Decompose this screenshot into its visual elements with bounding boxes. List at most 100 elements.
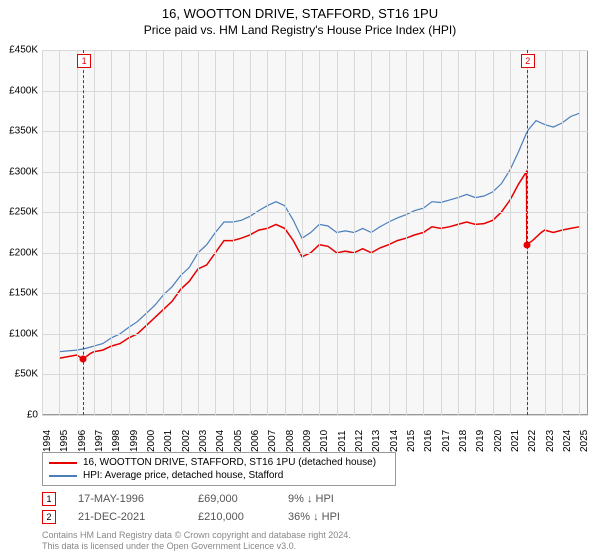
x-tick-label: 2009 (302, 430, 313, 452)
row-marker: 2 (42, 510, 56, 524)
y-gridline (42, 253, 588, 254)
marker-point (80, 356, 87, 363)
x-tick-label: 2004 (215, 430, 226, 452)
x-gridline (337, 50, 338, 415)
x-gridline (233, 50, 234, 415)
x-gridline (42, 50, 43, 415)
x-tick-label: 1996 (77, 430, 88, 452)
row-date: 17-MAY-1996 (78, 493, 198, 505)
y-gridline (42, 293, 588, 294)
x-tick-label: 2005 (233, 430, 244, 452)
x-gridline (545, 50, 546, 415)
x-gridline (579, 50, 580, 415)
y-gridline (42, 415, 588, 416)
y-tick-label: £50K (2, 369, 38, 380)
row-pct: 9% ↓ HPI (288, 493, 408, 505)
x-tick-label: 2020 (493, 430, 504, 452)
marker-point (523, 241, 530, 248)
row-price: £69,000 (198, 493, 288, 505)
footer-line-2: This data is licensed under the Open Gov… (42, 541, 351, 552)
legend-item: HPI: Average price, detached house, Staf… (49, 469, 389, 482)
legend-swatch (49, 462, 77, 464)
x-tick-label: 2002 (181, 430, 192, 452)
x-tick-label: 2008 (285, 430, 296, 452)
table-row: 2 21-DEC-2021£210,00036% ↓ HPI (42, 508, 408, 526)
x-gridline (146, 50, 147, 415)
legend-box: 16, WOOTTON DRIVE, STAFFORD, ST16 1PU (d… (42, 452, 396, 486)
y-gridline (42, 131, 588, 132)
x-gridline (458, 50, 459, 415)
footer-attribution: Contains HM Land Registry data © Crown c… (42, 530, 351, 552)
x-gridline (129, 50, 130, 415)
marker-label-box: 1 (77, 54, 91, 68)
x-tick-label: 2010 (319, 430, 330, 452)
x-gridline (475, 50, 476, 415)
y-tick-label: £0 (2, 410, 38, 421)
chart-container: 16, WOOTTON DRIVE, STAFFORD, ST16 1PU Pr… (0, 0, 600, 560)
legend-swatch (49, 475, 77, 477)
marker-label-box: 2 (521, 54, 535, 68)
x-tick-label: 1998 (111, 430, 122, 452)
table-row: 1 17-MAY-1996£69,0009% ↓ HPI (42, 490, 408, 508)
row-marker: 1 (42, 492, 56, 506)
footer-line-1: Contains HM Land Registry data © Crown c… (42, 530, 351, 541)
x-gridline (562, 50, 563, 415)
x-gridline (423, 50, 424, 415)
plot-area: £0£50K£100K£150K£200K£250K£300K£350K£400… (42, 50, 588, 415)
x-gridline (181, 50, 182, 415)
legend-label: HPI: Average price, detached house, Staf… (83, 470, 283, 481)
x-gridline (163, 50, 164, 415)
y-tick-label: £200K (2, 247, 38, 258)
x-tick-label: 1995 (59, 430, 70, 452)
x-tick-label: 2017 (441, 430, 452, 452)
x-gridline (59, 50, 60, 415)
y-gridline (42, 374, 588, 375)
x-tick-label: 2011 (337, 430, 348, 452)
x-gridline (111, 50, 112, 415)
y-tick-label: £350K (2, 126, 38, 137)
y-gridline (42, 172, 588, 173)
y-tick-label: £150K (2, 288, 38, 299)
x-gridline (77, 50, 78, 415)
x-gridline (371, 50, 372, 415)
y-gridline (42, 334, 588, 335)
x-gridline (302, 50, 303, 415)
y-tick-label: £100K (2, 328, 38, 339)
y-gridline (42, 50, 588, 51)
row-date: 21-DEC-2021 (78, 511, 198, 523)
x-tick-label: 2025 (579, 430, 590, 452)
y-gridline (42, 212, 588, 213)
x-gridline (354, 50, 355, 415)
x-gridline (267, 50, 268, 415)
x-gridline (285, 50, 286, 415)
y-tick-label: £300K (2, 166, 38, 177)
x-gridline (319, 50, 320, 415)
x-gridline (441, 50, 442, 415)
chart-subtitle: Price paid vs. HM Land Registry's House … (0, 21, 600, 37)
x-tick-label: 2014 (389, 430, 400, 452)
x-gridline (389, 50, 390, 415)
transactions-table: 1 17-MAY-1996£69,0009% ↓ HPI 2 21-DEC-2021£… (42, 490, 408, 526)
x-tick-label: 2013 (371, 430, 382, 452)
x-tick-label: 2016 (423, 430, 434, 452)
x-tick-label: 2001 (163, 430, 174, 452)
legend-item: 16, WOOTTON DRIVE, STAFFORD, ST16 1PU (d… (49, 456, 389, 469)
x-tick-label: 2023 (545, 430, 556, 452)
x-gridline (493, 50, 494, 415)
row-pct: 36% ↓ HPI (288, 511, 408, 523)
x-gridline (510, 50, 511, 415)
plot-svg (42, 50, 588, 415)
x-tick-label: 2024 (562, 430, 573, 452)
chart-title: 16, WOOTTON DRIVE, STAFFORD, ST16 1PU (0, 0, 600, 21)
x-tick-label: 2003 (198, 430, 209, 452)
row-price: £210,000 (198, 511, 288, 523)
y-gridline (42, 91, 588, 92)
x-tick-label: 2015 (406, 430, 417, 452)
x-tick-label: 1994 (42, 430, 53, 452)
marker-vline (527, 50, 528, 415)
y-tick-label: £450K (2, 45, 38, 56)
x-tick-label: 2021 (510, 430, 521, 452)
x-tick-label: 2006 (250, 430, 261, 452)
legend-label: 16, WOOTTON DRIVE, STAFFORD, ST16 1PU (d… (83, 457, 376, 468)
x-tick-label: 2012 (354, 430, 365, 452)
